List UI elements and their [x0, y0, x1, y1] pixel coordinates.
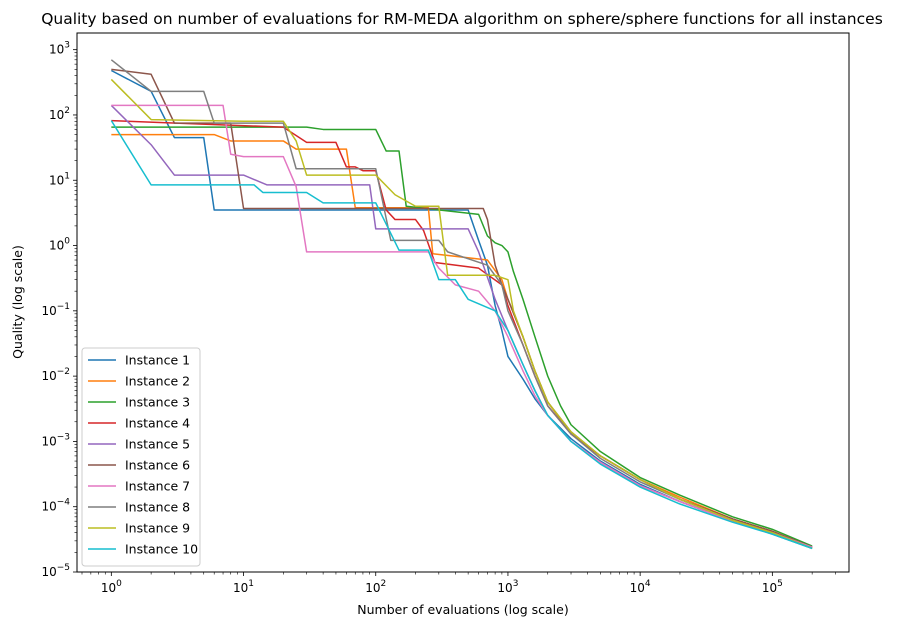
series-line-instance-9	[110, 78, 813, 550]
legend-entry-label: Instance 2	[125, 374, 190, 389]
y-tick-label: 10−3	[41, 432, 70, 448]
series-line-instance-10	[110, 120, 813, 550]
legend-entry-label: Instance 3	[125, 395, 190, 410]
chart-title: Quality based on number of evaluations f…	[41, 10, 883, 28]
legend-entry-label: Instance 7	[125, 479, 190, 494]
y-tick-label: 102	[49, 106, 70, 122]
x-tick-label: 102	[365, 579, 386, 595]
y-tick-label: 103	[49, 41, 70, 57]
x-tick-label: 104	[630, 579, 651, 595]
series-layer	[110, 59, 813, 550]
series-line-instance-7	[111, 104, 813, 548]
legend-entry-label: Instance 1	[125, 353, 190, 368]
legend-entry-label: Instance 4	[125, 416, 190, 431]
x-tick-label: 101	[233, 579, 254, 595]
x-axis-label: Number of evaluations (log scale)	[357, 602, 568, 617]
y-tick-label: 10−4	[41, 498, 70, 514]
x-tick-label: 105	[762, 579, 783, 595]
legend-entry-label: Instance 10	[125, 542, 198, 557]
legend-entry-label: Instance 6	[125, 458, 190, 473]
x-axis: 100 101 102 103 104 105	[81, 572, 836, 595]
legend-entry-label: Instance 9	[125, 521, 190, 536]
series-line-instance-8	[110, 59, 813, 550]
x-tick-label: 100	[101, 579, 122, 595]
y-tick-label: 100	[49, 237, 70, 253]
x-tick-label: 103	[497, 579, 518, 595]
series-line-instance-3	[111, 126, 813, 547]
legend-entry-label: Instance 5	[125, 437, 190, 452]
plot-area-frame	[76, 32, 850, 573]
series-line-instance-6	[111, 68, 813, 548]
series-line-instance-1	[110, 69, 813, 550]
y-tick-label: 101	[49, 171, 70, 187]
y-tick-label: 10−2	[41, 367, 70, 383]
y-tick-label: 10−1	[41, 302, 70, 318]
series-line-instance-5	[110, 104, 813, 548]
legend-entry-label: Instance 8	[125, 500, 190, 515]
y-axis-label: Quality (log scale)	[10, 245, 25, 359]
series-line-instance-2	[111, 133, 813, 548]
y-axis: 10−5 10−4 10−3 10−2 10−1 100 101 102 103	[41, 41, 77, 579]
legend: Instance 1 Instance 2 Instance 3 Instance 4…	[81, 347, 201, 567]
y-tick-label: 10−5	[41, 563, 70, 579]
